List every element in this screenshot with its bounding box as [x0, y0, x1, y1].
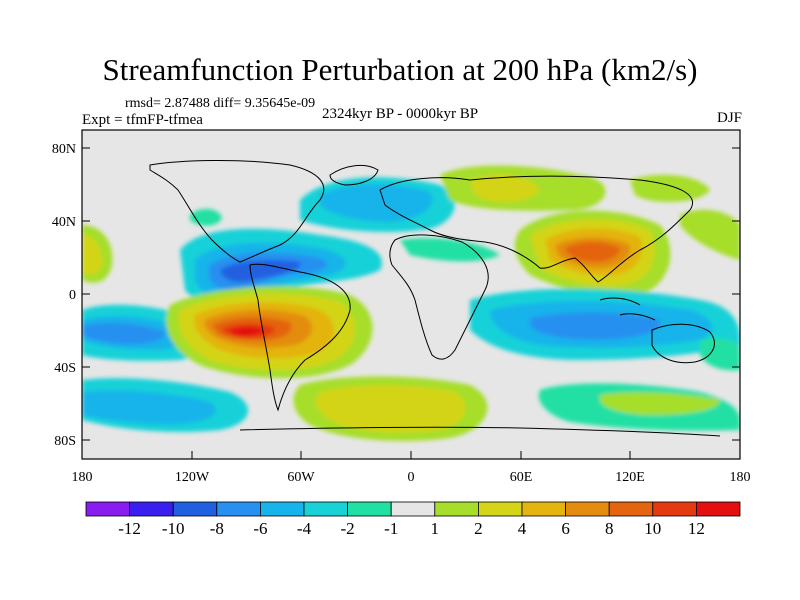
- colorbar-label: -2: [341, 519, 355, 538]
- lon-label-180e: 180: [730, 470, 751, 485]
- colorbar-swatch: [565, 501, 610, 517]
- lon-label-120w: 120W: [175, 470, 210, 485]
- colorbar-label: 1: [431, 519, 440, 538]
- colorbar-swatch: [129, 501, 174, 517]
- colorbar-swatch: [259, 501, 305, 517]
- colorbar-label: 10: [644, 519, 661, 538]
- colorbar-swatch: [434, 501, 479, 517]
- colorbar-label: -10: [162, 519, 185, 538]
- colorbar-label: -8: [210, 519, 224, 538]
- lat-label-40s: 40S: [54, 361, 76, 376]
- colorbar-swatch: [521, 501, 566, 517]
- lon-label-120e: 120E: [615, 470, 645, 485]
- colorbar-label: -1: [384, 519, 398, 538]
- colorbar-label: -6: [253, 519, 267, 538]
- colorbar-swatch: [652, 501, 697, 517]
- page-title: Streamfunction Perturbation at 200 hPa (…: [102, 52, 698, 87]
- colorbar-swatch: [172, 501, 218, 517]
- contour-fills: [82, 165, 740, 442]
- lat-label-80n: 80N: [52, 142, 76, 157]
- colorbar-swatch: [477, 501, 523, 517]
- lat-label-eq: 0: [69, 288, 76, 303]
- colorbar-swatch: [216, 501, 261, 517]
- colorbar-swatch: [390, 501, 436, 517]
- coastlines: [149, 160, 721, 437]
- colorbar-swatch: [303, 501, 348, 517]
- lat-label-80s: 80S: [54, 434, 76, 449]
- colorbar-swatch: [608, 501, 654, 517]
- lon-label-180w: 180: [72, 470, 93, 485]
- axis-ticks: [81, 147, 741, 459]
- colorbar-label: 2: [474, 519, 483, 538]
- stats-line: rmsd= 2.87488 diff= 9.35645e-09: [125, 96, 316, 111]
- lon-label-60e: 60E: [510, 470, 533, 485]
- colorbar-swatch: [347, 501, 392, 517]
- colorbar-label: 4: [518, 519, 527, 538]
- colorbar-label: 8: [605, 519, 614, 538]
- season-label: DJF: [716, 110, 742, 126]
- colorbar-label: 6: [561, 519, 570, 538]
- colorbar-label: -4: [297, 519, 312, 538]
- colorbar-swatch: [85, 501, 130, 517]
- experiment-label: Expt = tfmFP-tfmea: [82, 112, 203, 128]
- colorbar: -12 -10 -8 -6 -4 -2 -1 1 2 4 6 8 10 12: [85, 501, 741, 538]
- colorbar-label: -12: [118, 519, 141, 538]
- period-label: 2324kyr BP - 0000kyr BP: [322, 106, 479, 122]
- colorbar-label: 12: [688, 519, 705, 538]
- lat-label-40n: 40N: [52, 215, 76, 230]
- lon-label-0: 0: [408, 470, 415, 485]
- colorbar-swatch: [696, 501, 741, 517]
- lon-label-60w: 60W: [287, 470, 315, 485]
